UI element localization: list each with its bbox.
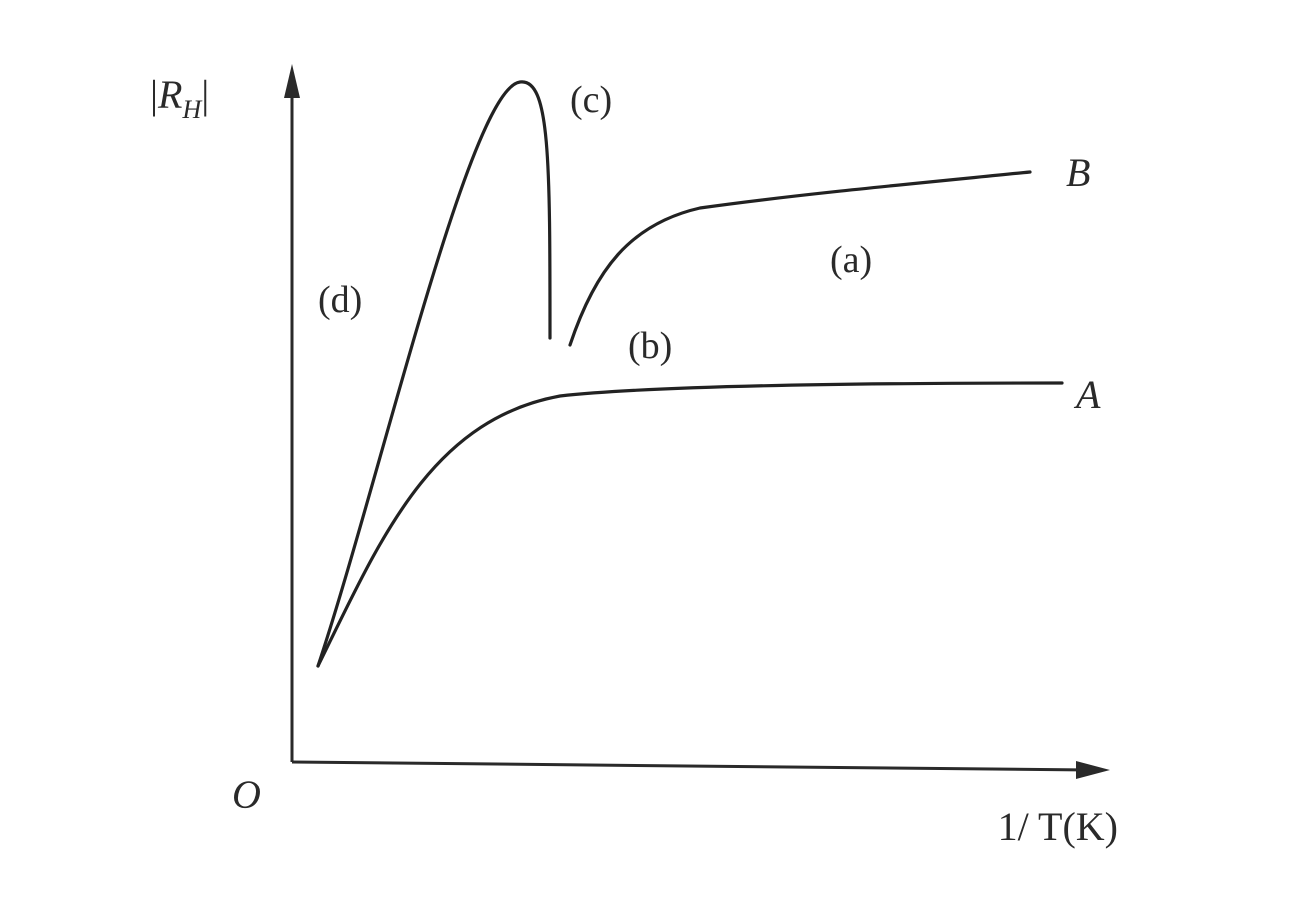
curve-B-rise	[316, 80, 552, 668]
annotation-d: (d)	[318, 279, 362, 321]
annotation-a: (a)	[830, 239, 872, 281]
curve-B-flat	[568, 170, 1032, 347]
y-axis-title-close: |	[201, 72, 209, 117]
y-axis-title-open: |	[150, 72, 158, 117]
x-axis-arrowhead	[1076, 761, 1110, 779]
annotation-c: (c)	[570, 79, 612, 121]
annotation-b: (b)	[628, 325, 672, 367]
y-axis-title: |RH|	[150, 72, 209, 124]
series-label-B: B	[1066, 150, 1090, 195]
curve-A	[316, 381, 1064, 668]
x-axis-title: 1/ T(K)	[998, 804, 1118, 849]
origin-label: O	[232, 772, 261, 817]
y-axis-title-symbol: R	[157, 72, 182, 117]
series-label-A: A	[1073, 372, 1101, 417]
y-axis-arrowhead	[284, 64, 300, 98]
y-axis-title-subscript: H	[181, 95, 202, 124]
x-axis	[291, 760, 1091, 772]
